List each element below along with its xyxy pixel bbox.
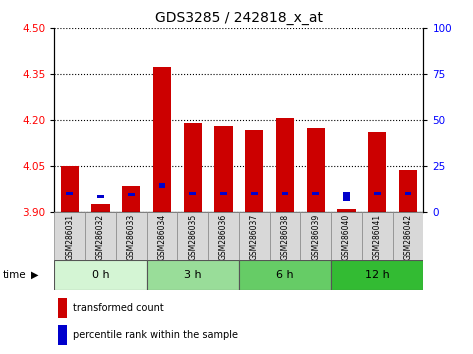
Bar bbox=[184, 122, 202, 212]
Bar bbox=[239, 212, 270, 260]
Text: GSM286034: GSM286034 bbox=[158, 214, 166, 260]
Text: GSM286039: GSM286039 bbox=[311, 214, 320, 260]
Text: time: time bbox=[2, 270, 26, 280]
Text: GSM286038: GSM286038 bbox=[280, 214, 289, 260]
Bar bbox=[300, 212, 331, 260]
Bar bbox=[270, 212, 300, 260]
Bar bbox=[128, 193, 135, 196]
Bar bbox=[276, 118, 294, 212]
Bar bbox=[239, 260, 331, 290]
Text: GSM286036: GSM286036 bbox=[219, 214, 228, 260]
Bar bbox=[343, 192, 350, 201]
Bar bbox=[208, 212, 239, 260]
Text: 3 h: 3 h bbox=[184, 270, 201, 280]
Bar bbox=[393, 212, 423, 260]
Text: ▶: ▶ bbox=[31, 270, 38, 280]
Bar bbox=[177, 212, 208, 260]
Bar bbox=[331, 260, 423, 290]
Bar bbox=[153, 67, 171, 212]
Bar bbox=[307, 128, 325, 212]
Bar bbox=[331, 212, 362, 260]
Bar bbox=[251, 192, 258, 195]
Bar bbox=[312, 192, 319, 195]
Bar bbox=[368, 132, 386, 212]
Bar bbox=[189, 192, 196, 195]
Bar bbox=[61, 166, 79, 212]
Text: percentile rank within the sample: percentile rank within the sample bbox=[73, 330, 238, 340]
Text: GSM286040: GSM286040 bbox=[342, 214, 351, 260]
Text: 6 h: 6 h bbox=[276, 270, 294, 280]
Bar bbox=[147, 212, 177, 260]
Bar bbox=[54, 212, 85, 260]
Bar bbox=[374, 192, 381, 195]
Bar bbox=[362, 212, 393, 260]
Text: GSM286041: GSM286041 bbox=[373, 214, 382, 260]
Bar bbox=[91, 204, 110, 212]
Text: 12 h: 12 h bbox=[365, 270, 390, 280]
Bar bbox=[54, 260, 147, 290]
Bar bbox=[58, 298, 67, 318]
Bar bbox=[158, 183, 166, 188]
Bar bbox=[147, 260, 239, 290]
Text: GSM286033: GSM286033 bbox=[127, 214, 136, 260]
Bar bbox=[116, 212, 147, 260]
Bar bbox=[245, 130, 263, 212]
Text: 0 h: 0 h bbox=[92, 270, 109, 280]
Text: transformed count: transformed count bbox=[73, 303, 164, 313]
Text: GSM286032: GSM286032 bbox=[96, 214, 105, 260]
Bar bbox=[85, 212, 116, 260]
Bar bbox=[66, 192, 73, 195]
Bar bbox=[281, 192, 289, 195]
Text: GSM286037: GSM286037 bbox=[250, 214, 259, 260]
Bar bbox=[97, 195, 104, 198]
Text: GDS3285 / 242818_x_at: GDS3285 / 242818_x_at bbox=[155, 11, 323, 25]
Bar bbox=[399, 170, 417, 212]
Bar bbox=[404, 192, 412, 195]
Bar bbox=[214, 126, 233, 212]
Text: GSM286035: GSM286035 bbox=[188, 214, 197, 260]
Bar bbox=[337, 209, 356, 212]
Bar bbox=[220, 192, 227, 195]
Bar bbox=[58, 325, 67, 345]
Text: GSM286031: GSM286031 bbox=[65, 214, 74, 260]
Bar bbox=[122, 186, 140, 212]
Text: GSM286042: GSM286042 bbox=[403, 214, 412, 260]
